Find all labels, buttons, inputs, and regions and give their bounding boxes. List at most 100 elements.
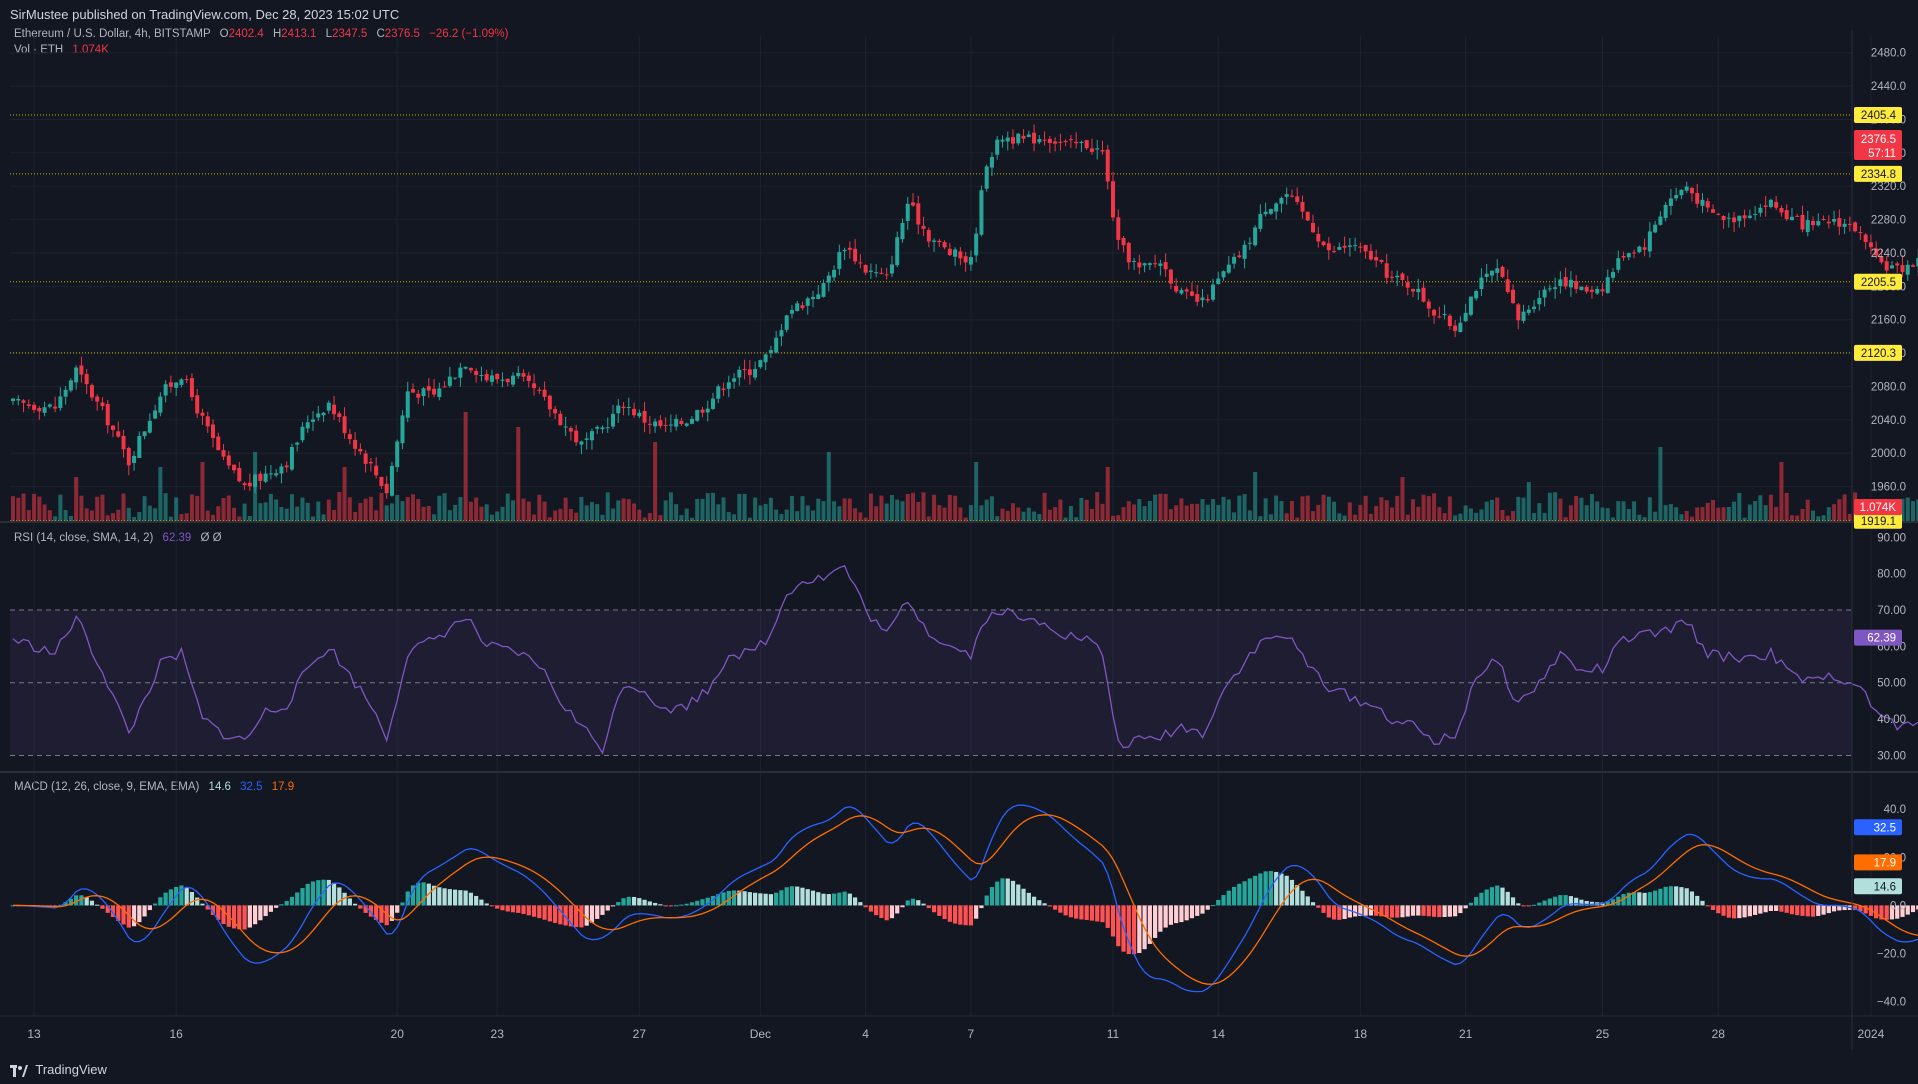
macd-histogram-bar: [1253, 875, 1258, 906]
macd-histogram-bar: [626, 896, 631, 906]
candle-body: [1505, 279, 1510, 293]
candle-body: [321, 412, 326, 416]
volume-bar: [553, 510, 558, 522]
volume-bar: [600, 514, 605, 522]
macd-histogram-bar: [700, 899, 705, 906]
macd-histogram-bar: [1105, 905, 1110, 928]
macd-histogram-bar: [1289, 879, 1295, 906]
macd-histogram-bar: [1110, 905, 1116, 937]
macd-histogram-bar: [568, 905, 574, 927]
volume-bar: [611, 508, 616, 522]
volume-bar: [1758, 495, 1763, 522]
macd-histogram-bar: [758, 893, 763, 906]
last-price-tag-bg: [1854, 130, 1902, 161]
macd-histogram-bar: [947, 905, 952, 922]
macd-histogram-bar: [1100, 905, 1105, 923]
volume-bar: [184, 513, 189, 522]
volume-bar: [1842, 494, 1847, 522]
volume-bar: [1516, 496, 1521, 522]
volume-bar: [1784, 492, 1789, 522]
macd-histogram-bar: [1300, 890, 1305, 906]
macd-histogram-bar: [1463, 905, 1468, 909]
macd-histogram-bar: [1389, 905, 1395, 918]
rsi-label[interactable]: RSI (14, close, SMA, 14, 2): [14, 532, 154, 544]
macd-hist-value: 14.6: [208, 781, 231, 793]
candle-body: [1542, 289, 1547, 298]
macd-histogram-bar: [1484, 889, 1489, 906]
volume-bar: [1442, 513, 1447, 522]
volume-bar: [1468, 508, 1473, 522]
volume-bar: [105, 515, 110, 522]
candle-body: [1774, 201, 1779, 208]
volume-bar: [1284, 513, 1289, 522]
volume-bar: [1384, 500, 1389, 522]
volume-bar: [811, 510, 816, 522]
candle-body: [1889, 265, 1894, 269]
candle-body: [284, 465, 289, 468]
macd-histogram-bar: [684, 903, 689, 906]
candle-body: [1058, 141, 1063, 143]
symbol-label[interactable]: Ethereum / U.S. Dollar, 4h, BITSTAMP: [14, 28, 211, 40]
macd-tick-label: 0.0: [1890, 900, 1906, 912]
macd-histogram-bar: [1863, 905, 1868, 914]
macd-histogram-bar: [1853, 905, 1858, 911]
macd-histogram-bar: [437, 887, 442, 906]
macd-histogram-bar: [658, 904, 663, 906]
candle-body: [468, 367, 473, 371]
macd-histogram-bar: [1174, 905, 1179, 924]
macd-histogram-bar: [753, 892, 758, 906]
volume-bar: [774, 509, 779, 522]
macd-histogram-bar: [1500, 887, 1505, 906]
open-label: O: [219, 28, 229, 40]
volume-bar: [132, 517, 137, 522]
candle-body: [1853, 222, 1858, 232]
macd-histogram-bar: [1184, 905, 1189, 921]
macd-label[interactable]: MACD (12, 26, close, 9, EMA, EMA): [14, 781, 200, 793]
candle-body: [1879, 256, 1884, 263]
volume-bar: [937, 505, 942, 522]
candle-body: [663, 425, 668, 427]
volume-bar: [1316, 504, 1321, 522]
macd-histogram-bar: [1226, 890, 1231, 906]
candle-body: [411, 389, 416, 393]
macd-histogram-bar: [600, 905, 605, 915]
macd-histogram-bar: [642, 899, 647, 906]
candle-body: [168, 382, 173, 387]
candle-body: [937, 240, 942, 243]
candle-body: [1689, 187, 1694, 194]
volume-bar: [805, 505, 810, 522]
candle-body: [1411, 288, 1416, 292]
candle-body: [1126, 242, 1131, 263]
candle-body: [837, 252, 842, 269]
candle-body: [1053, 141, 1058, 144]
candle-body: [1895, 263, 1900, 266]
volume-bar: [742, 493, 747, 522]
macd-histogram-bar: [1526, 905, 1531, 907]
macd-histogram-bar: [663, 905, 668, 907]
volume-bar: [421, 506, 426, 522]
candle-body: [221, 450, 226, 457]
candle-body: [1732, 217, 1737, 223]
candle-body: [521, 373, 526, 377]
volume-bar: [153, 508, 158, 522]
macd-tick-label: 40.0: [1884, 804, 1906, 816]
candle-body: [16, 398, 21, 401]
volume-bar: [526, 501, 531, 522]
candle-body: [868, 270, 873, 272]
macd-histogram-bar: [937, 905, 942, 916]
macd-histogram-bar: [1610, 899, 1616, 906]
macd-histogram-bar: [1316, 905, 1321, 908]
macd-histogram-bar: [874, 905, 879, 916]
volume-bar: [505, 493, 510, 522]
volume-bar: [647, 513, 652, 522]
candle-body: [921, 225, 926, 229]
macd-histogram-bar: [889, 905, 895, 919]
candle-body: [1116, 217, 1121, 240]
macd-histogram-bar: [1810, 905, 1816, 917]
macd-histogram-bar: [589, 905, 595, 923]
candle-body: [1500, 266, 1505, 277]
volume-bar: [579, 496, 584, 522]
volume-bar: [16, 497, 21, 522]
volume-bar: [147, 505, 152, 522]
